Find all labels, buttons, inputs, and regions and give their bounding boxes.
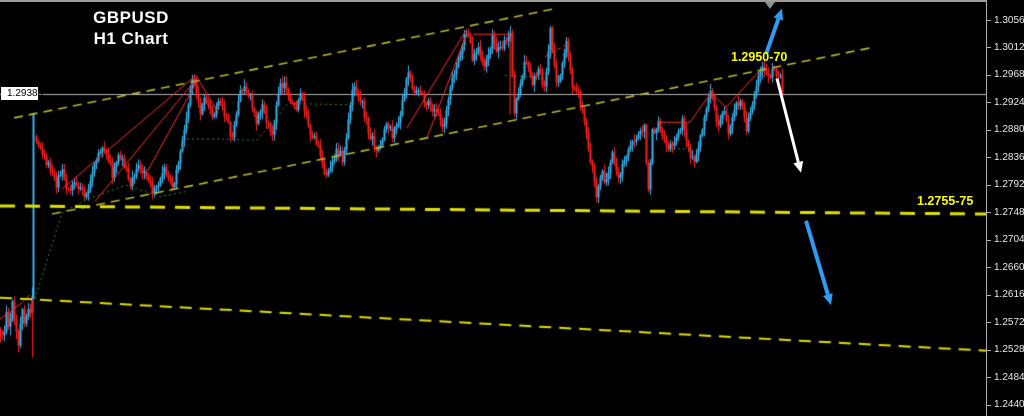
price-tick-label: 1.26160 (994, 289, 1024, 301)
timeframe-label: H1 Chart (93, 29, 169, 48)
price-tick-label: 1.25720 (994, 316, 1024, 328)
price-tick (987, 349, 991, 351)
price-tick (987, 20, 991, 21)
price-tick (987, 184, 991, 186)
price-tick (987, 404, 991, 406)
price-tick (987, 157, 991, 159)
price-tick (987, 294, 991, 296)
price-tick (987, 74, 991, 76)
price-tick (987, 267, 991, 269)
price-tick-label: 1.30560 (994, 14, 1024, 26)
support-zone-label[interactable]: 1.2755-75 (917, 194, 974, 208)
window-top-border (0, 0, 1024, 2)
price-tick (987, 212, 991, 214)
price-tick (987, 322, 991, 324)
price-tick-label: 1.24400 (994, 399, 1024, 410)
price-tick-label: 1.24840 (994, 371, 1024, 383)
price-tick-label: 1.28360 (994, 151, 1024, 163)
price-axis[interactable]: 1.30560 1.30120 1.29680 1.29240 1.28800 1.283… (986, 0, 1024, 416)
time-marker-icon[interactable] (765, 2, 775, 9)
symbol-label: GBPUSD (93, 8, 169, 27)
price-tick-label: 1.26600 (994, 261, 1024, 273)
price-tick-label: 1.30120 (994, 41, 1024, 53)
price-tick (987, 239, 991, 241)
price-tick-label: 1.29240 (994, 96, 1024, 108)
price-tick-label: 1.29680 (994, 69, 1024, 81)
price-tick-label: 1.28800 (994, 124, 1024, 136)
price-tick-label: 1.25280 (994, 344, 1024, 356)
current-price-tag: 1.29385 (1, 87, 43, 101)
candlestick-chart[interactable] (0, 0, 986, 416)
resistance-zone-label[interactable]: 1.2950-70 (731, 50, 788, 64)
price-tick (987, 129, 991, 131)
price-tick (987, 47, 991, 49)
price-tick-label: 1.27480 (994, 206, 1024, 218)
chart-title: GBPUSD H1 Chart (58, 7, 204, 49)
price-tick-label: 1.27040 (994, 234, 1024, 246)
price-tick-label: 1.27920 (994, 179, 1024, 191)
price-tick (987, 102, 991, 104)
price-tick (987, 377, 991, 379)
